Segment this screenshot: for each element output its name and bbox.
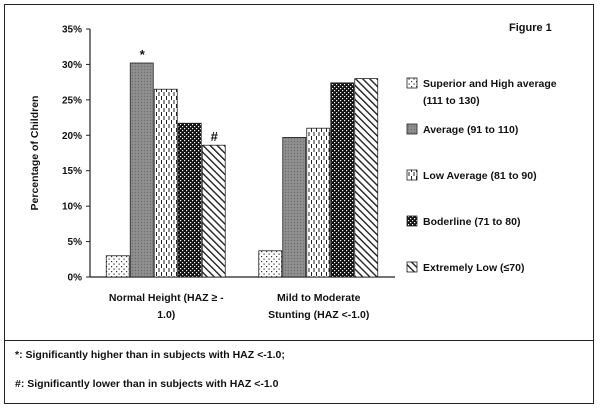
y-tick-label: 15% [62, 166, 82, 177]
y-axis-label: Percentage of Children [29, 96, 41, 211]
y-tick-label: 35% [62, 25, 82, 36]
bar-series-1-category-2 [258, 250, 283, 278]
figure-label: Figure 1 [509, 22, 552, 34]
legend-entry-label: Boderline (71 to 80) [423, 216, 520, 228]
bar-series-5-category-2 [354, 78, 379, 278]
bar-series-2-category-1 [129, 62, 154, 278]
y-tick-label: 10% [62, 202, 82, 213]
significance-marker: * [140, 47, 146, 62]
footnote-significantly-higher: *: Significantly higher than in subjects… [15, 349, 285, 361]
y-tick-label: 30% [62, 60, 82, 71]
bar-series-2-category-2 [282, 137, 307, 278]
bar-series-3-category-2 [306, 127, 331, 278]
y-tick-label: 0% [68, 273, 83, 284]
bar-series-1-category-1 [105, 255, 130, 278]
bar-series-3-category-1 [153, 88, 178, 278]
bar-series-4-category-2 [330, 82, 355, 278]
legend-swatch [406, 123, 418, 135]
notes-divider [4, 340, 594, 341]
x-category-label: Mild to Moderate Stunting (HAZ <-1.0) [268, 292, 369, 321]
legend-swatch [406, 261, 418, 273]
legend-swatch [406, 215, 418, 227]
legend-swatch [406, 77, 418, 89]
y-tick-label: 25% [62, 95, 82, 106]
legend-swatch [406, 169, 418, 181]
y-tick-label: 5% [68, 237, 83, 248]
y-tick-label: 20% [62, 131, 82, 142]
legend-entry-label: Superior and High average (111 to 130) [423, 78, 557, 107]
bar-chart: 0% 5% 10% 15% 20% 25% 30% 35% Percentage of Chil… [29, 25, 557, 322]
bar-series-5-category-1 [201, 144, 226, 278]
legend-entry-label: Extremely Low (≤70) [423, 262, 524, 274]
legend-entry-label: Average (91 to 110) [423, 124, 518, 136]
legend-entry-label: Low Average (81 to 90) [423, 170, 537, 182]
significance-marker: # [211, 129, 219, 144]
x-category-label: Normal Height (HAZ ≥ -1.0) [109, 292, 224, 321]
footnote-significantly-lower: #: Significantly lower than in subjects … [15, 378, 279, 390]
bar-series-4-category-1 [177, 122, 202, 278]
